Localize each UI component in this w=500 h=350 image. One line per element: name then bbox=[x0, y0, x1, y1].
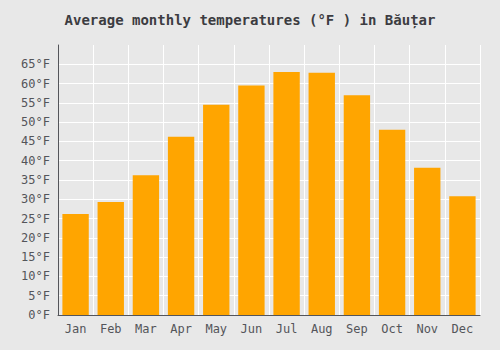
svg-text:Apr: Apr bbox=[170, 322, 192, 336]
svg-text:25°F: 25°F bbox=[21, 212, 50, 226]
svg-text:35°F: 35°F bbox=[21, 173, 50, 187]
svg-text:May: May bbox=[205, 322, 227, 336]
svg-text:20°F: 20°F bbox=[21, 231, 50, 245]
svg-text:Mar: Mar bbox=[135, 322, 157, 336]
svg-text:Jul: Jul bbox=[276, 322, 298, 336]
svg-text:10°F: 10°F bbox=[21, 269, 50, 283]
svg-text:45°F: 45°F bbox=[21, 134, 50, 148]
svg-text:Nov: Nov bbox=[416, 322, 438, 336]
svg-text:Average monthly temperatures (: Average monthly temperatures (°F ) in Bă… bbox=[65, 12, 436, 29]
svg-text:0°F: 0°F bbox=[28, 308, 50, 322]
svg-text:Feb: Feb bbox=[100, 322, 122, 336]
svg-text:55°F: 55°F bbox=[21, 96, 50, 110]
svg-text:Sep: Sep bbox=[346, 322, 368, 336]
svg-text:Oct: Oct bbox=[381, 322, 403, 336]
svg-text:60°F: 60°F bbox=[21, 77, 50, 91]
svg-text:15°F: 15°F bbox=[21, 250, 50, 264]
svg-text:Jan: Jan bbox=[65, 322, 87, 336]
svg-text:50°F: 50°F bbox=[21, 115, 50, 129]
svg-text:Aug: Aug bbox=[311, 322, 333, 336]
svg-text:30°F: 30°F bbox=[21, 192, 50, 206]
svg-text:65°F: 65°F bbox=[21, 57, 50, 71]
svg-text:Dec: Dec bbox=[452, 322, 474, 336]
svg-text:5°F: 5°F bbox=[28, 289, 50, 303]
svg-text:40°F: 40°F bbox=[21, 154, 50, 168]
svg-text:Jun: Jun bbox=[241, 322, 263, 336]
